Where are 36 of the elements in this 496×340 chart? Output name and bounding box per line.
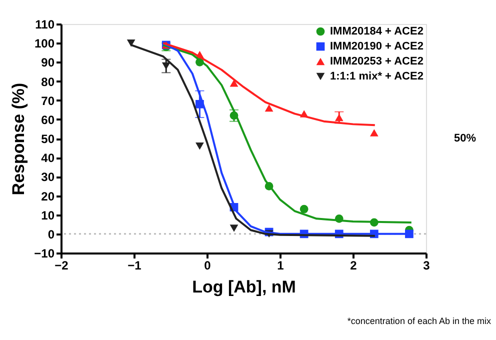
point	[230, 80, 238, 87]
legend-label: 1:1:1 mix* + ACE2	[330, 70, 424, 82]
y-tick-label: −10	[34, 246, 55, 260]
x-tick-label: 3	[423, 258, 430, 272]
y-tick-label: 40	[41, 151, 55, 166]
y-tick-label: 10	[41, 208, 55, 222]
y-tick-label: 20	[41, 189, 55, 204]
legend-label: IMM20184 + ACE2	[330, 26, 424, 38]
text: *concentration of each Ab in the mix	[347, 316, 492, 326]
point	[334, 114, 344, 122]
point	[196, 142, 204, 150]
y-tick-label: 30	[41, 170, 55, 184]
point	[300, 204, 308, 214]
x-axis-title: Log [Ab], nM	[192, 278, 296, 296]
x-tick-label: 2	[350, 258, 358, 272]
point	[370, 129, 378, 136]
y-tick-label: 90	[41, 56, 55, 70]
point	[162, 62, 170, 70]
x-tick-label: 1	[277, 258, 284, 272]
x-tick-label: −1	[128, 258, 142, 272]
y-tick-label: 60	[41, 112, 55, 127]
point	[230, 224, 238, 232]
legend-label: IMM20190 + ACE2	[330, 40, 424, 52]
y-tick-label: 50	[41, 132, 55, 146]
y-tick-label: 100	[34, 36, 55, 51]
y-tick-label: 70	[41, 94, 55, 108]
x-tick-label: −2	[54, 258, 69, 272]
y-tick-label: 110	[35, 18, 55, 32]
legend-label: IMM20253 + ACE2	[330, 56, 424, 68]
text: 50%	[454, 132, 476, 144]
y-axis-title: Response (%)	[9, 82, 28, 196]
y-tick-label: 80	[41, 74, 55, 89]
x-tick-label: 0	[204, 258, 212, 272]
point	[264, 104, 274, 112]
point	[126, 39, 136, 47]
y-tick-label: 0	[48, 227, 55, 242]
